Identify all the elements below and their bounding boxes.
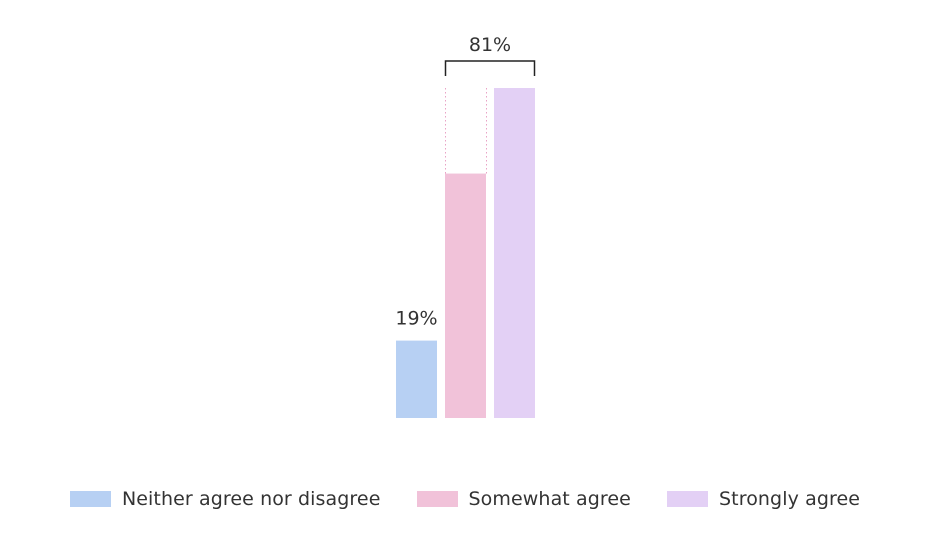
- bar-chart: 19% 81%: [395, 34, 536, 418]
- bar-neither-agree-nor-disagree: [396, 340, 437, 418]
- value-label-neither-agree-nor-disagree: 19%: [395, 308, 437, 330]
- legend-swatch-somewhat-agree: [416, 491, 458, 507]
- legend-label-strongly-agree: Strongly agree: [718, 488, 861, 510]
- bracket-line: [444, 60, 536, 76]
- bracket-label: 81%: [469, 34, 511, 56]
- legend-item-strongly-agree: Strongly agree: [666, 488, 861, 510]
- legend-swatch-neither: [69, 491, 111, 507]
- bar-somewhat-agree: [445, 173, 486, 418]
- legend-label-somewhat-agree: Somewhat agree: [468, 488, 631, 510]
- legend: Neither agree nor disagree Somewhat agre…: [0, 484, 930, 514]
- legend-item-somewhat-agree: Somewhat agree: [416, 488, 631, 510]
- bar-strongly-agree: [494, 88, 535, 418]
- legend-item-neither: Neither agree nor disagree: [69, 488, 381, 510]
- legend-swatch-strongly-agree: [666, 491, 708, 507]
- legend-label-neither: Neither agree nor disagree: [121, 488, 381, 510]
